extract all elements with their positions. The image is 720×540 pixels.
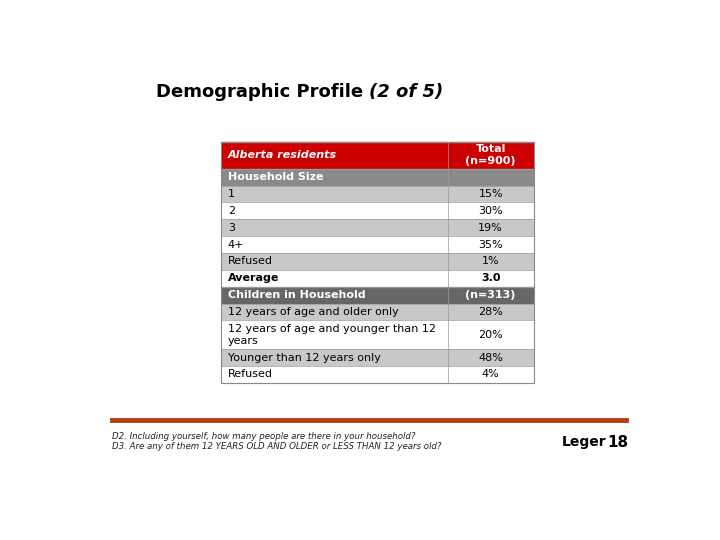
Bar: [221, 168, 534, 186]
Bar: [221, 366, 534, 383]
Text: Alberta residents: Alberta residents: [228, 150, 337, 160]
Bar: [221, 186, 534, 202]
Text: 2: 2: [228, 206, 235, 216]
Bar: [221, 141, 534, 168]
Bar: [221, 270, 534, 287]
Text: D2. Including yourself, how many people are there in your household?: D2. Including yourself, how many people …: [112, 433, 416, 441]
Text: 28%: 28%: [478, 307, 503, 317]
Text: Refused: Refused: [228, 369, 273, 380]
Text: 3: 3: [228, 222, 235, 233]
Text: 12 years of age and older only: 12 years of age and older only: [228, 307, 399, 317]
Text: 35%: 35%: [478, 240, 503, 249]
Text: 1%: 1%: [482, 256, 500, 266]
Bar: [221, 303, 534, 320]
Text: (n=313): (n=313): [465, 290, 516, 300]
Text: 20%: 20%: [478, 330, 503, 340]
Bar: [221, 141, 534, 383]
Bar: [221, 287, 534, 303]
Bar: [221, 219, 534, 236]
Text: 48%: 48%: [478, 353, 503, 362]
Text: (2 of 5): (2 of 5): [369, 83, 444, 101]
Text: 3.0: 3.0: [481, 273, 500, 284]
Text: 4%: 4%: [482, 369, 500, 380]
Text: Household Size: Household Size: [228, 172, 323, 182]
Text: Demographic Profile: Demographic Profile: [156, 83, 369, 101]
Text: 4+: 4+: [228, 240, 244, 249]
Bar: [221, 320, 534, 349]
Text: 30%: 30%: [478, 206, 503, 216]
Text: Average: Average: [228, 273, 279, 284]
Text: D3. Are any of them 12 YEARS OLD AND OLDER or LESS THAN 12 years old?: D3. Are any of them 12 YEARS OLD AND OLD…: [112, 442, 442, 450]
Text: 18: 18: [608, 435, 629, 450]
Text: Leger: Leger: [562, 435, 606, 449]
Text: 1: 1: [228, 189, 235, 199]
Text: Refused: Refused: [228, 256, 273, 266]
Bar: [221, 236, 534, 253]
Text: 19%: 19%: [478, 222, 503, 233]
Text: 12 years of age and younger than 12
years: 12 years of age and younger than 12 year…: [228, 323, 436, 346]
Bar: [221, 253, 534, 270]
Text: Younger than 12 years only: Younger than 12 years only: [228, 353, 381, 362]
Bar: [221, 349, 534, 366]
Text: Children in Household: Children in Household: [228, 290, 366, 300]
Text: 15%: 15%: [478, 189, 503, 199]
Text: Total
(n=900): Total (n=900): [465, 144, 516, 166]
Bar: [221, 202, 534, 219]
